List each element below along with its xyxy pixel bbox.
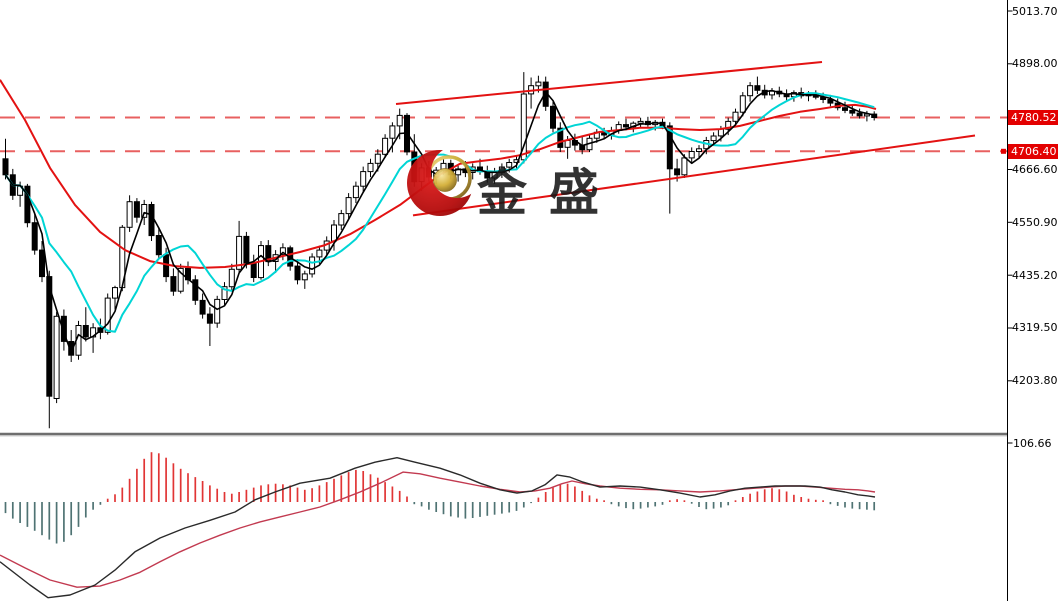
candle-body [141, 204, 148, 218]
candle-body [192, 279, 199, 301]
candle-body [856, 112, 863, 117]
candle-body [842, 107, 848, 111]
support-price-badge: 4706.40 [1008, 144, 1058, 159]
candle-body [112, 287, 118, 299]
candle-body [82, 325, 89, 338]
ma-slow-line [0, 79, 877, 269]
candle-body [214, 298, 221, 324]
candle-body [688, 151, 695, 159]
candle-body [316, 249, 323, 258]
current-price-badge: 4780.52 [1008, 110, 1058, 125]
price-axis-tick-label: 4435.20 [1012, 269, 1058, 282]
candle-body [345, 197, 352, 215]
indicator-max-label: 106.66 [1013, 437, 1052, 450]
candle-body [206, 313, 213, 324]
candle-body [228, 268, 235, 288]
candle-body [294, 265, 301, 281]
channel-trendline [395, 61, 823, 105]
candle-body [637, 120, 644, 124]
candle-body [148, 204, 155, 237]
candle-body [60, 315, 67, 342]
candle-body [367, 162, 374, 173]
candle-body [301, 273, 308, 281]
candle-body [725, 120, 732, 130]
candle-body [155, 235, 162, 256]
candle-body [732, 111, 739, 122]
candle-body [133, 201, 140, 218]
macd-dif-line [0, 457, 876, 599]
candle-body [53, 315, 60, 399]
candle-body [24, 185, 31, 224]
price-axis-tick-label: 5013.70 [1012, 5, 1058, 18]
price-axis-tick-label: 4550.90 [1012, 216, 1058, 229]
candle-body [104, 297, 111, 333]
candle-body [126, 201, 133, 228]
price-axis-tick-label: 4203.80 [1012, 374, 1058, 387]
candle-body [506, 162, 513, 168]
candle-body [557, 127, 564, 148]
candle-body [68, 341, 75, 356]
candle-body [382, 137, 389, 155]
candle-body [338, 213, 345, 226]
candle-body [418, 167, 425, 183]
candle-body [236, 235, 243, 270]
candle-body [31, 222, 38, 251]
candle-body [177, 267, 184, 292]
candle-body [221, 286, 228, 301]
candle-body [754, 85, 761, 91]
candle-body [39, 249, 45, 278]
candle-body [710, 135, 717, 142]
candle-body [739, 95, 746, 113]
candle-body [170, 276, 177, 292]
candle-body [199, 299, 206, 315]
candle-body [360, 171, 367, 187]
candle-body [279, 247, 286, 256]
candle-body [747, 85, 754, 97]
candle-body [389, 125, 396, 139]
candle-body [696, 148, 702, 153]
candle-body [309, 256, 316, 275]
channel-trendline [412, 134, 976, 217]
candle-body [396, 114, 403, 127]
price-level-marker [1001, 148, 1006, 154]
candle-body [674, 168, 681, 176]
candle-body [666, 125, 673, 170]
candle-body [374, 153, 381, 164]
candle-body [491, 172, 498, 179]
price-axis-tick-label: 4319.50 [1012, 321, 1058, 334]
candle-body [849, 109, 856, 114]
candle-body [352, 185, 359, 199]
candle-body [331, 224, 337, 242]
candle-body [827, 98, 834, 104]
candle-body [2, 158, 9, 176]
price-axis-tick-label: 4898.00 [1012, 57, 1058, 70]
candle-body [681, 157, 688, 176]
macd-dea-line [0, 471, 876, 588]
candle-body [871, 113, 878, 118]
candle-body [550, 105, 556, 129]
candle-body [411, 151, 418, 183]
candle-body [535, 81, 542, 87]
candle-body [243, 235, 250, 264]
candle-body [513, 159, 520, 163]
candle-body [623, 124, 629, 128]
price-axis-tick-label: 4666.60 [1012, 163, 1058, 176]
candle-body [564, 140, 571, 148]
ma-fast-line [4, 89, 875, 354]
candle-body [250, 262, 257, 278]
candle-body [520, 93, 527, 161]
candle-body [46, 276, 53, 397]
